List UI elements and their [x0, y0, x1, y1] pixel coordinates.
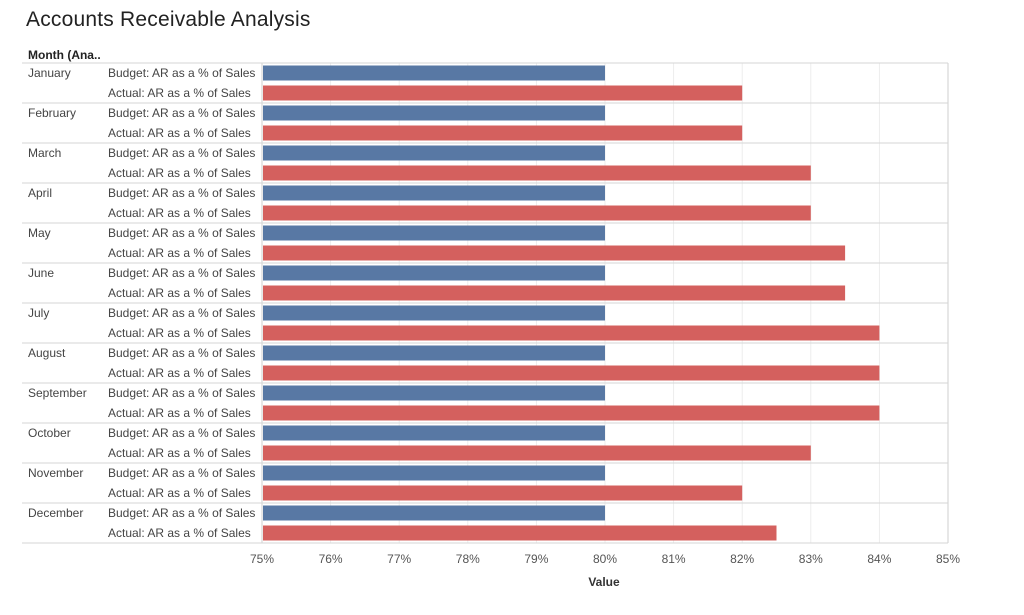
series-label: Budget: AR as a % of Sales: [108, 146, 255, 160]
actual-bar: [263, 525, 777, 541]
series-label: Budget: AR as a % of Sales: [108, 266, 255, 280]
series-label: Budget: AR as a % of Sales: [108, 66, 255, 80]
series-label: Budget: AR as a % of Sales: [108, 426, 255, 440]
budget-bar: [263, 105, 605, 121]
actual-bar: [263, 165, 811, 181]
month-label[interactable]: May: [28, 226, 51, 240]
series-label: Actual: AR as a % of Sales: [108, 166, 251, 180]
x-tick-label: 81%: [662, 552, 686, 566]
actual-bar: [263, 125, 743, 141]
chart-title: Accounts Receivable Analysis: [26, 8, 311, 31]
x-tick-label: 83%: [799, 552, 823, 566]
actual-bar: [263, 245, 846, 261]
series-label: Actual: AR as a % of Sales: [108, 446, 251, 460]
row-header-month[interactable]: Month (Ana..: [28, 48, 101, 62]
x-axis-title: Value: [588, 575, 620, 589]
month-label[interactable]: February: [28, 106, 76, 120]
series-label: Budget: AR as a % of Sales: [108, 386, 255, 400]
month-label[interactable]: July: [28, 306, 49, 320]
budget-bar: [263, 145, 605, 161]
series-label: Budget: AR as a % of Sales: [108, 506, 255, 520]
series-label: Actual: AR as a % of Sales: [108, 246, 251, 260]
actual-bar: [263, 85, 743, 101]
month-label[interactable]: October: [28, 426, 71, 440]
month-label[interactable]: September: [28, 386, 87, 400]
month-label[interactable]: June: [28, 266, 54, 280]
x-tick-label: 80%: [593, 552, 617, 566]
budget-bar: [263, 345, 605, 361]
month-label[interactable]: August: [28, 346, 66, 360]
budget-bar: [263, 65, 605, 81]
series-label: Actual: AR as a % of Sales: [108, 366, 251, 380]
budget-bar: [263, 305, 605, 321]
series-label: Budget: AR as a % of Sales: [108, 106, 255, 120]
x-tick-label: 82%: [730, 552, 754, 566]
series-label: Budget: AR as a % of Sales: [108, 226, 255, 240]
series-label: Actual: AR as a % of Sales: [108, 326, 251, 340]
budget-bar: [263, 425, 605, 441]
series-label: Actual: AR as a % of Sales: [108, 86, 251, 100]
month-label[interactable]: March: [28, 146, 61, 160]
series-label: Actual: AR as a % of Sales: [108, 526, 251, 540]
x-tick-label: 75%: [250, 552, 274, 566]
x-tick-label: 77%: [387, 552, 411, 566]
budget-bar: [263, 185, 605, 201]
actual-bar: [263, 445, 811, 461]
actual-bar: [263, 405, 880, 421]
budget-bar: [263, 505, 605, 521]
x-tick-label: 78%: [456, 552, 480, 566]
x-tick-label: 79%: [524, 552, 548, 566]
budget-bar: [263, 265, 605, 281]
budget-bar: [263, 225, 605, 241]
series-label: Actual: AR as a % of Sales: [108, 406, 251, 420]
actual-bar: [263, 205, 811, 221]
actual-bar: [263, 325, 880, 341]
series-label: Actual: AR as a % of Sales: [108, 286, 251, 300]
series-label: Actual: AR as a % of Sales: [108, 486, 251, 500]
x-tick-label: 76%: [319, 552, 343, 566]
actual-bar: [263, 285, 846, 301]
actual-bar: [263, 365, 880, 381]
budget-bar: [263, 385, 605, 401]
series-label: Budget: AR as a % of Sales: [108, 466, 255, 480]
x-tick-label: 85%: [936, 552, 960, 566]
month-label[interactable]: November: [28, 466, 83, 480]
month-label[interactable]: January: [28, 66, 71, 80]
series-label: Actual: AR as a % of Sales: [108, 206, 251, 220]
actual-bar: [263, 485, 743, 501]
series-label: Budget: AR as a % of Sales: [108, 306, 255, 320]
budget-bar: [263, 465, 605, 481]
series-label: Budget: AR as a % of Sales: [108, 346, 255, 360]
month-label[interactable]: December: [28, 506, 83, 520]
month-label[interactable]: April: [28, 186, 52, 200]
series-label: Budget: AR as a % of Sales: [108, 186, 255, 200]
series-label: Actual: AR as a % of Sales: [108, 126, 251, 140]
x-tick-label: 84%: [867, 552, 891, 566]
